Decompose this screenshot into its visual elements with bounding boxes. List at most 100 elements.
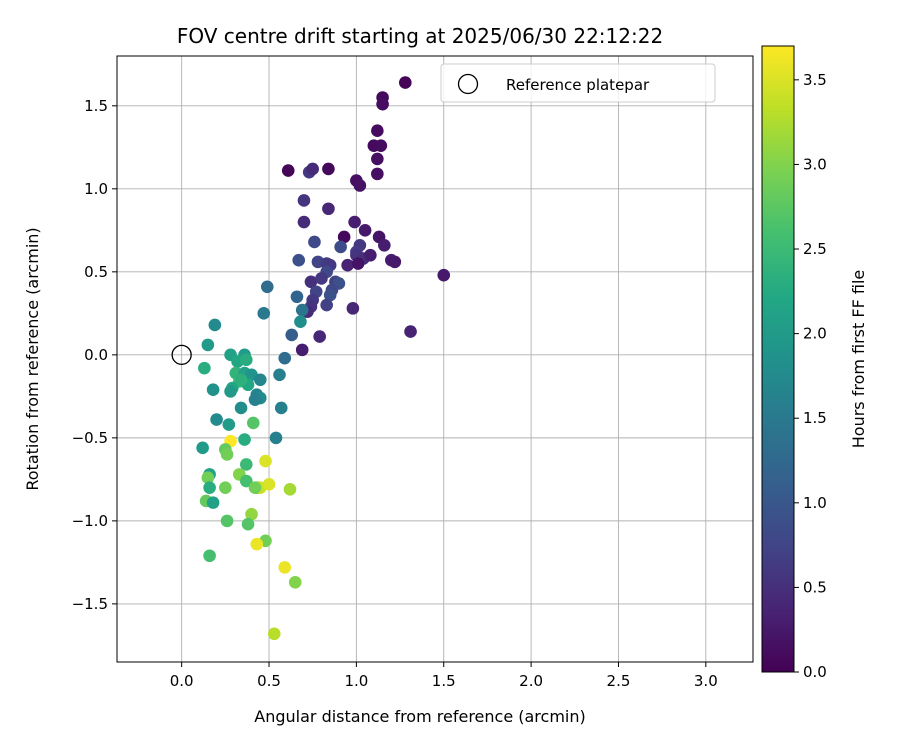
data-point: [220, 448, 234, 461]
data-point: [437, 268, 451, 282]
legend-reference-marker: [457, 73, 479, 95]
data-point: [364, 248, 377, 262]
data-point: [376, 97, 389, 111]
data-point: [210, 413, 223, 426]
data-point: [322, 202, 335, 216]
data-point: [241, 517, 255, 531]
data-point: [220, 514, 234, 528]
data-point: [306, 162, 319, 176]
plot-frame: [116, 55, 754, 663]
data-point: [371, 124, 384, 138]
data-point: [201, 471, 215, 485]
colorbar-tick-label: 1.5: [803, 409, 827, 427]
data-point: [206, 496, 220, 509]
data-point: [208, 318, 222, 332]
data-point: [238, 433, 251, 446]
data-point: [337, 230, 351, 244]
data-point: [234, 401, 248, 415]
colorbar-ticks: 0.0 0.5 1.0 1.5 2.0 2.5 3.0 3.5: [794, 71, 827, 681]
data-point: [323, 288, 337, 302]
data-point: [371, 167, 384, 181]
data-point: [239, 474, 253, 488]
data-point: [304, 275, 318, 289]
data-point: [234, 373, 248, 387]
data-point: [388, 255, 402, 269]
data-point: [250, 537, 264, 551]
chart-title: FOV centre drift starting at 2025/06/30 …: [177, 24, 663, 48]
data-point: [404, 325, 417, 338]
data-point: [224, 385, 237, 398]
data-point: [203, 481, 216, 494]
data-point: [248, 393, 262, 406]
data-point: [196, 441, 209, 455]
y-tick-label: 0.0: [84, 346, 108, 364]
data-point: [248, 481, 262, 494]
data-point: [297, 215, 311, 229]
x-tick-label: 0.0: [170, 672, 194, 690]
data-point: [374, 139, 388, 152]
data-point: [198, 361, 211, 375]
y-axis-label: Rotation from reference (arcmin): [23, 227, 42, 490]
legend-reference-label: Reference platepar: [506, 76, 650, 94]
colorbar-label: Hours from first FF file: [849, 270, 868, 449]
data-point: [315, 272, 328, 285]
legend: Reference platepar: [440, 63, 716, 103]
data-point: [201, 338, 215, 352]
colorbar-tick-label: 3.5: [803, 71, 827, 89]
data-point: [290, 290, 304, 304]
colorbar-tick-label: 0.5: [803, 578, 827, 596]
data-point: [239, 353, 253, 367]
data-point: [358, 224, 372, 237]
data-point: [269, 431, 283, 445]
y-axis-ticks: −1.5 −1.0 −0.5 0.0 0.5 1.0 1.5: [72, 97, 117, 613]
data-point: [294, 315, 307, 328]
x-tick-label: 1.0: [344, 672, 368, 690]
data-point: [341, 258, 354, 272]
x-tick-label: 0.5: [257, 672, 281, 690]
data-point: [253, 373, 267, 387]
data-point: [398, 76, 412, 89]
x-axis-label: Angular distance from reference (arcmin): [254, 707, 585, 726]
data-point: [320, 298, 333, 312]
data-point: [292, 253, 306, 267]
x-axis-ticks: 0.0 0.5 1.0 1.5 2.0 2.5 3.0: [170, 662, 718, 690]
data-point: [308, 235, 321, 249]
data-point: [278, 561, 292, 574]
data-point: [262, 478, 276, 491]
data-point: [274, 401, 288, 415]
data-point: [239, 458, 253, 471]
data-point: [260, 280, 274, 294]
grid-lines: [117, 56, 753, 662]
data-point: [295, 303, 309, 317]
colorbar-tick-label: 1.0: [803, 494, 827, 512]
data-point: [288, 576, 302, 589]
data-point: [245, 507, 258, 521]
y-tick-label: −1.5: [72, 595, 108, 613]
data-point: [259, 454, 272, 468]
data-point: [206, 383, 220, 397]
y-tick-label: 1.0: [84, 180, 108, 198]
data-point: [257, 307, 271, 320]
data-point: [283, 483, 297, 496]
y-tick-label: 1.5: [84, 97, 108, 115]
data-point: [353, 179, 367, 192]
data-point: [295, 343, 309, 357]
reference-marker: [171, 344, 192, 365]
colorbar-tick-label: 2.5: [803, 240, 827, 258]
x-tick-label: 3.0: [694, 672, 718, 690]
data-point: [351, 257, 365, 270]
data-point: [285, 328, 299, 342]
data-point: [222, 418, 236, 431]
data-point: [297, 194, 311, 207]
data-point: [267, 627, 281, 641]
y-tick-label: −0.5: [72, 429, 108, 447]
x-tick-label: 2.0: [519, 672, 543, 690]
data-point: [371, 152, 384, 166]
data-point: [378, 238, 391, 252]
data-point: [346, 302, 360, 315]
y-tick-label: 0.5: [84, 263, 108, 281]
colorbar-tick-label: 2.0: [803, 325, 827, 343]
colorbar-tick-label: 3.0: [803, 155, 827, 173]
x-tick-label: 1.5: [432, 672, 456, 690]
